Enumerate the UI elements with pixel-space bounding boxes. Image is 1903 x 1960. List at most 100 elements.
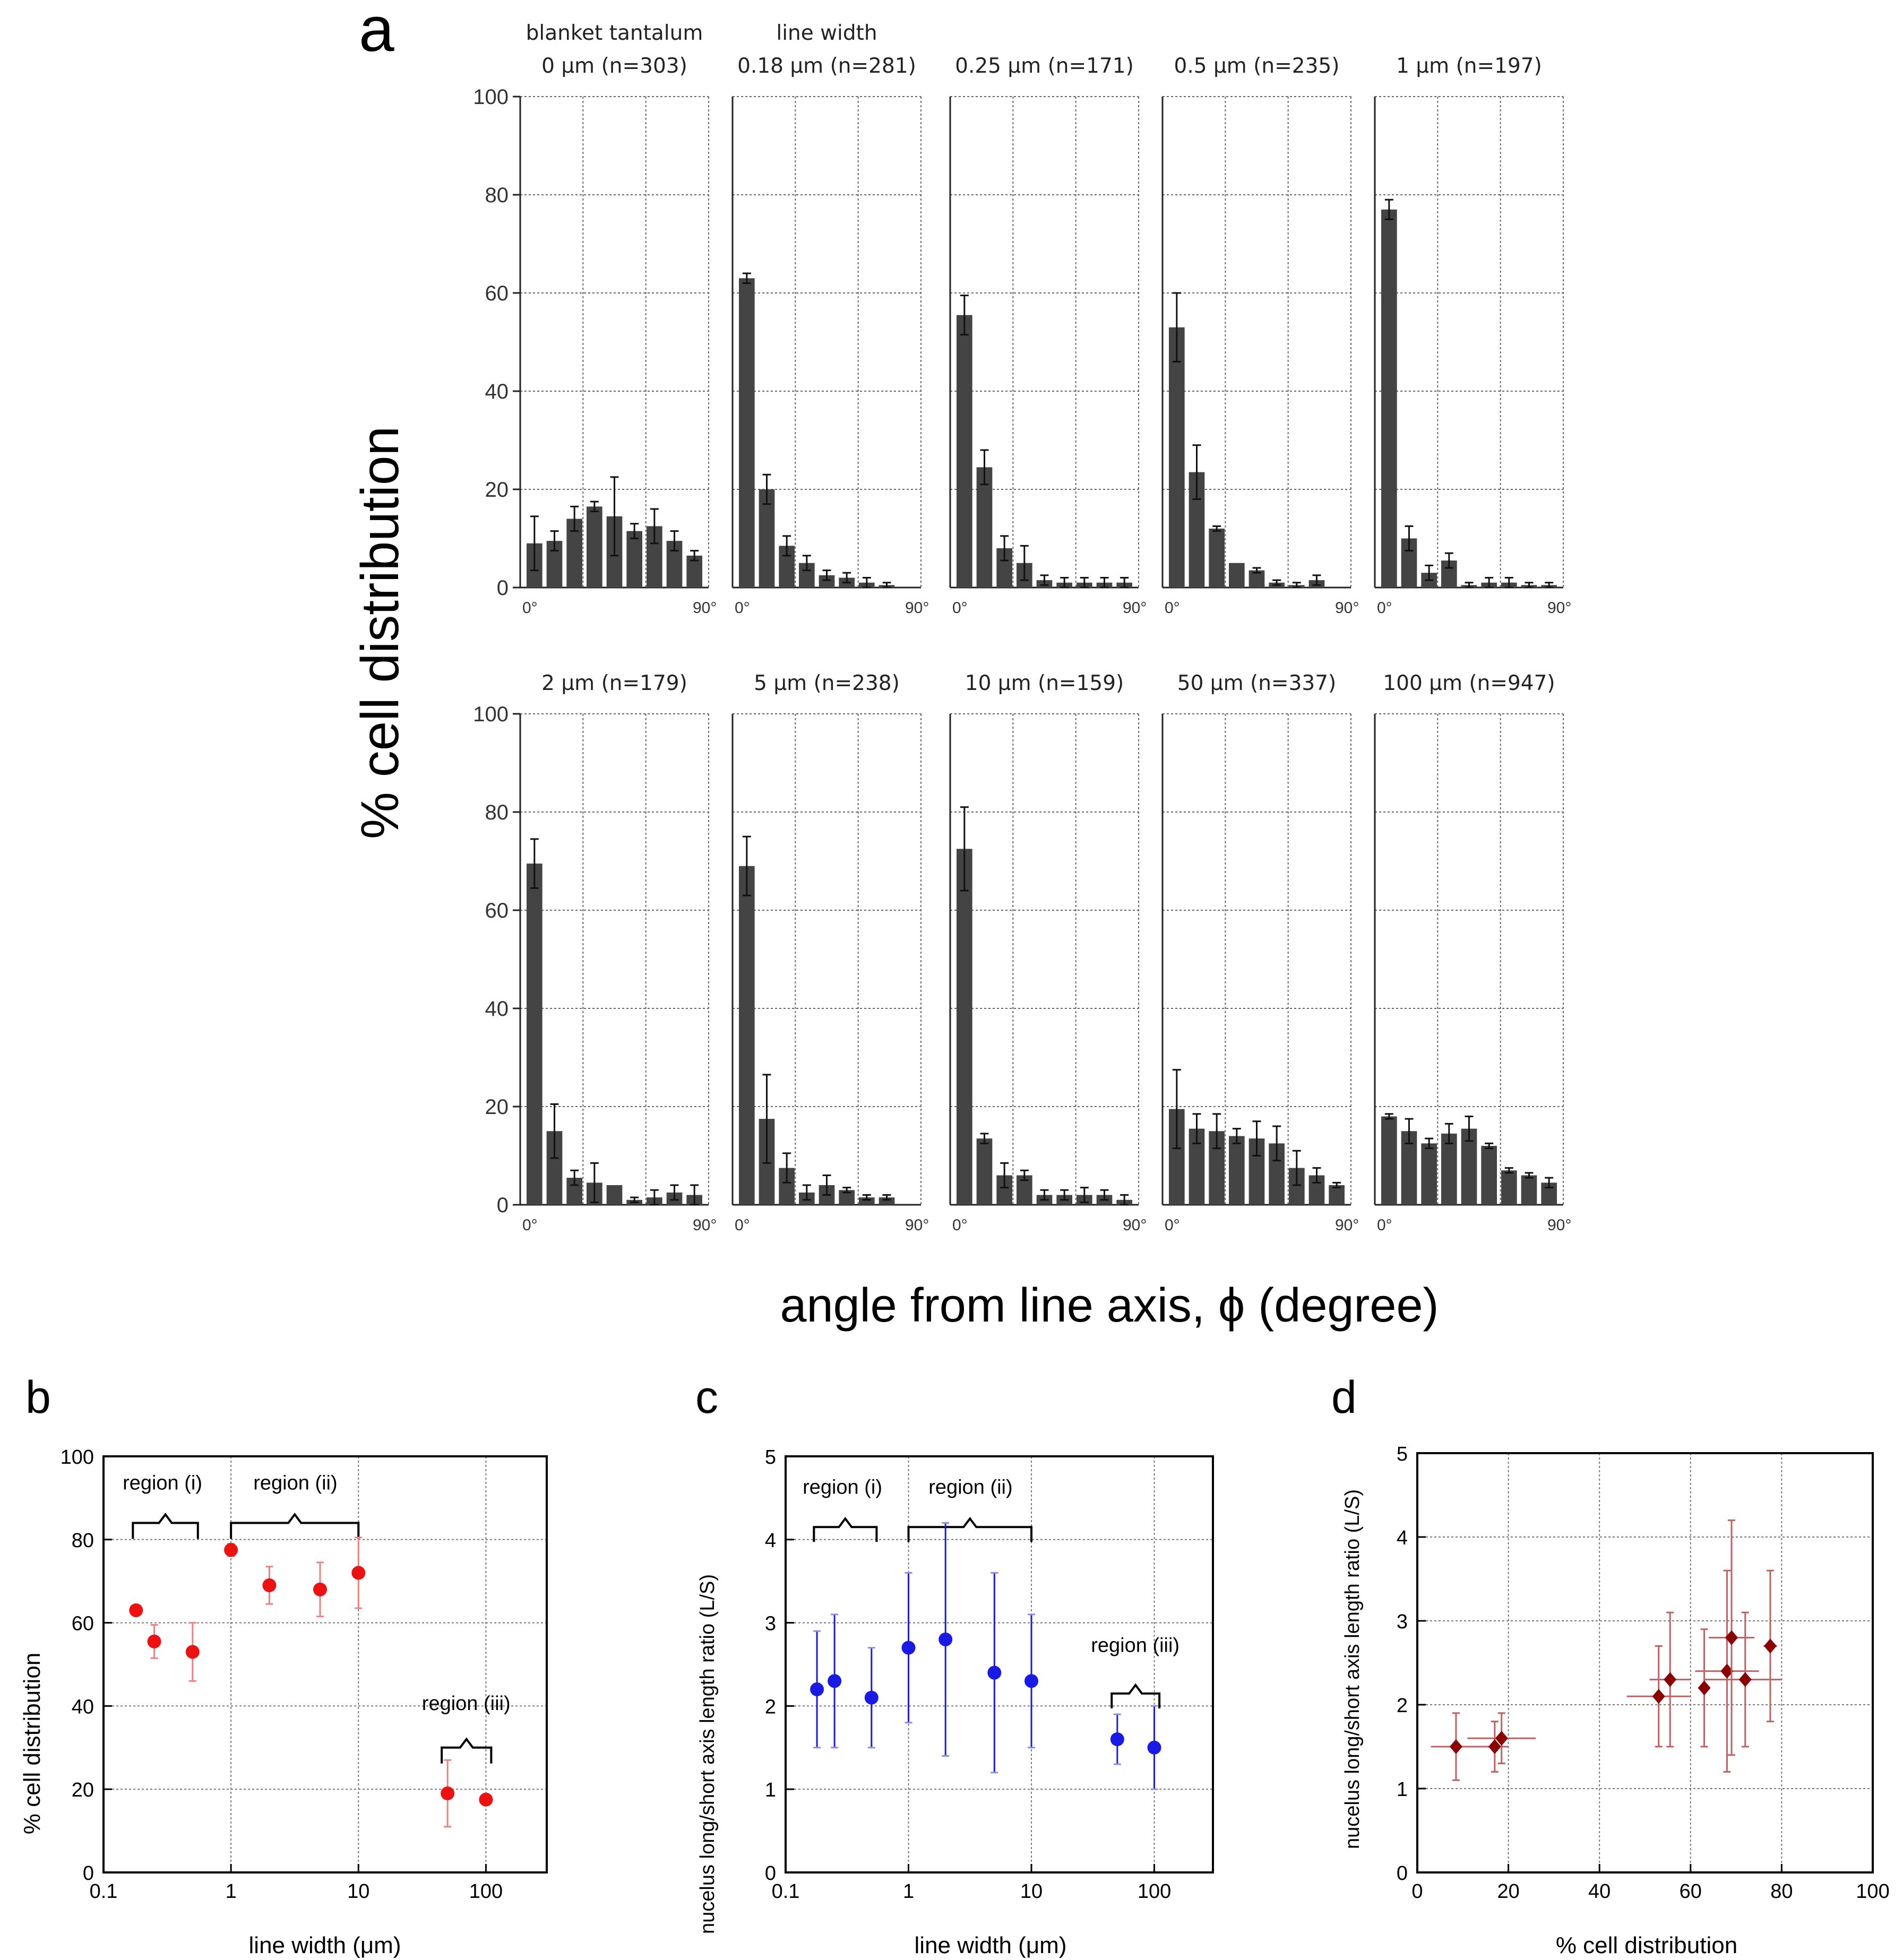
ylabel-panel-b: % cell distribution [19,1653,45,1834]
region-label: region (i) [123,1472,202,1495]
panel-b: b % cell distribution line width (μm) 0.… [19,1372,548,1958]
region-label: region (ii) [253,1472,337,1495]
data-point [185,1645,200,1659]
bar [1209,529,1225,588]
region-label: region (ii) [928,1477,1012,1499]
x-tick-label: 0.1 [90,1880,118,1903]
panel-title: line width [776,21,877,45]
x-tick-label: 100 [1856,1880,1889,1903]
panel-c: c nucelus long/short axis length ratio (… [695,1372,1214,1958]
x-tick-label: 80 [1770,1880,1793,1903]
panel-title: blanket tantalum [526,21,703,45]
y-tick-label: 5 [1397,1443,1408,1465]
histogram-grid: blanket tantalum 0 μm (n=303) 0° 90° 0 20 40 60… [473,21,1571,1234]
data-point [1664,1672,1677,1687]
data-point [1738,1672,1752,1687]
data-point [1495,1731,1508,1746]
y-tick-label: 40 [485,380,509,403]
panel-letter-d: d [1331,1372,1357,1423]
bar [527,864,543,1205]
bar [1169,327,1185,588]
x-tick-label: 10 [347,1880,369,1903]
data-point [1147,1740,1161,1755]
x-tick-label: 0° [1165,1216,1180,1234]
y-tick-label: 1 [1397,1778,1408,1801]
y-tick-label: 3 [765,1613,776,1635]
x-tick-label: 1 [903,1880,914,1903]
x-tick-label: 90° [693,1216,717,1234]
bar [957,315,972,588]
x-tick-label: 100 [469,1880,503,1903]
data-point [129,1603,143,1618]
y-tick-label: 20 [72,1779,94,1801]
y-tick-label: 0 [83,1862,94,1885]
histogram-panel: 1 μm (n=197) 0° 90° [1374,54,1571,617]
bar [957,849,972,1205]
y-tick-label: 20 [485,1095,509,1119]
plot-frame [1416,1452,1874,1873]
plot-area-d: 0 20 40 60 80 100 0 1 2 3 4 5 [1397,1443,1890,1903]
y-tick-label: 100 [61,1446,94,1469]
x-tick-label: 90° [905,1216,929,1234]
histogram-panel: 50 μm (n=337) 0° 90° [1161,671,1359,1234]
x-tick-label: 0° [735,599,750,617]
bar [606,1185,623,1205]
x-tick-label: 0° [952,599,968,617]
y-tick-label: 2 [1397,1695,1408,1717]
x-tick-label: 0° [1377,1216,1392,1234]
bar [1381,1116,1397,1205]
data-point [224,1543,238,1557]
bar [626,531,642,588]
region-bracket [132,1513,199,1539]
y-tick-label: 100 [473,703,509,726]
panel-title: 50 μm (n=337) [1177,671,1337,695]
data-point [262,1578,277,1593]
bar [976,1138,993,1205]
bar [1481,1146,1497,1205]
region-bracket [907,1516,1033,1542]
histogram-panel: 0.25 μm (n=171) 0° 90° [949,54,1147,617]
y-tick-label: 80 [72,1530,94,1552]
xlabel-panel-d: % cell distribution [1556,1932,1737,1958]
x-tick-label: 0.1 [772,1880,800,1903]
plot-frame [102,1455,548,1873]
ylabel-panel-a: % cell distribution [350,426,410,839]
bar [1381,209,1397,588]
histogram-panel: 2 μm (n=179) 0° 90° 0 20 40 60 80 100 [473,671,717,1234]
region-label: region (iii) [1091,1634,1179,1656]
panel-title: 5 μm (n=238) [754,671,900,695]
ylabel-panel-d: nucelus long/short axis length ratio (L/… [1341,1489,1364,1849]
x-tick-label: 90° [1123,599,1147,617]
xlabel-panel-b: line width (μm) [249,1932,401,1958]
data-point [351,1566,366,1580]
y-tick-label: 0 [765,1862,776,1885]
y-tick-label: 3 [1397,1611,1408,1633]
data-point [1110,1732,1124,1747]
plot-frame [785,1455,1214,1873]
panel-title: 0.5 μm (n=235) [1174,54,1340,78]
panel-title: 0 μm (n=303) [541,54,687,78]
bar [1229,563,1245,588]
x-tick-label: 90° [1335,599,1359,617]
y-tick-label: 0 [497,1194,509,1217]
y-tick-label: 60 [485,899,509,922]
data-point [828,1674,842,1688]
bar [1521,1175,1537,1205]
data-point [1652,1689,1665,1704]
bar [587,506,602,588]
x-tick-label: 20 [1497,1880,1519,1903]
region-bracket [1110,1683,1161,1708]
data-point [1488,1739,1501,1754]
region-label: region (iii) [422,1693,511,1715]
data-point [1763,1638,1777,1654]
histogram-panel: 10 μm (n=159) 0° 90° [949,671,1147,1234]
xlabel-panel-a: angle from line axis, ϕ (degree) [780,1279,1439,1332]
bar [1501,1170,1517,1205]
panel-letter-a: a [359,0,394,65]
bar [819,575,835,588]
x-tick-label: 40 [1588,1880,1611,1903]
x-tick-label: 60 [1680,1880,1702,1903]
x-tick-label: 90° [693,599,717,617]
data-point [810,1682,824,1697]
